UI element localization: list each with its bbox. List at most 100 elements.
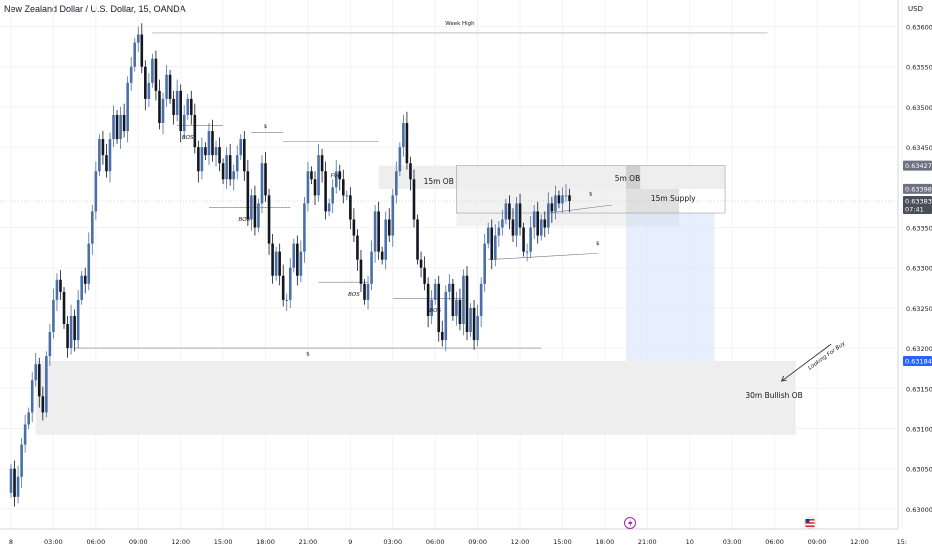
lightning-icon-glyph [628,519,633,528]
candle-body [370,251,373,284]
candle-body [9,468,13,493]
candle [186,94,190,120]
candle-body [133,42,137,67]
candle-body [37,364,41,397]
candle [140,23,144,74]
candle-body [455,299,458,316]
candle [391,188,395,247]
zone-5m-ob [626,165,641,189]
candle-body [144,66,147,99]
candle [437,275,441,342]
candle-body [359,259,363,284]
candle [324,161,327,220]
candle [543,211,547,238]
annotation-lines [0,32,898,382]
x-tick-label: 03:00 [723,538,742,546]
buy-arrow [781,343,832,382]
candle [204,142,207,160]
us-flag-stripe [805,519,815,521]
candle [405,111,409,170]
y-tick-label: 0.63000 [906,506,932,514]
y-tick-label: 0.63100 [906,426,932,434]
candle [122,103,126,138]
candle [363,278,366,305]
candle [108,132,112,183]
x-tick-label: 18:00 [256,538,275,546]
candle [87,232,91,291]
trend-line-upper [548,204,612,214]
candle [472,299,476,350]
x-tick-label: 21:00 [299,538,318,546]
candle [214,140,218,167]
candle [539,214,543,241]
candle [281,264,285,307]
candle [101,131,105,165]
candle-body [55,279,59,300]
looking-for-buy-label: Looking For Buy [807,340,847,371]
candle [175,79,179,122]
liquidity-label-2: $ [589,191,593,197]
candle-body [373,211,377,252]
candle [264,151,267,202]
candle-body [568,195,571,201]
candle-body [345,195,349,197]
x-tick-label: 12:00 [850,538,869,546]
candle [334,159,338,194]
candle [66,315,69,358]
candle-body [204,147,207,156]
candle [455,291,458,326]
candle [564,184,568,202]
liquidity-label-4: $ [306,351,310,357]
candle-body [564,195,568,197]
candle [430,290,433,324]
x-tick-label: 21:00 [638,538,657,546]
candle-body [243,139,246,172]
x-tick-label: 09:00 [468,538,487,546]
candle [501,209,504,236]
candle-body [41,396,45,413]
candle [493,224,497,267]
candle-body [59,279,62,292]
candle [200,137,204,180]
candle [221,158,225,185]
candle [235,145,239,180]
x-tick-label: 15:00 [553,538,572,546]
y-tick-label: 0.63200 [906,345,932,353]
candle [168,69,172,104]
candle [550,196,554,223]
candle-body [182,114,186,132]
candle [197,140,200,183]
candle-body [221,163,225,180]
candle-body [547,203,550,228]
candle-body [380,251,384,260]
x-tick-label: 12:00 [171,538,190,546]
candle [497,221,501,247]
candle [80,270,83,305]
candle [37,357,41,408]
candle-body [472,307,476,341]
candle [55,273,59,312]
candle [41,386,45,421]
candle-body [136,34,140,43]
candle [59,270,62,300]
candle [313,171,317,206]
candle [129,57,133,91]
candle [278,243,281,286]
y-tick-label: 0.63300 [906,265,932,273]
candle-body [299,251,303,276]
candle [243,131,246,181]
y-tick-label: 0.63050 [906,466,932,474]
candle [253,185,257,236]
ob-15m-label: 15m OB [424,177,454,186]
candle-body [334,171,338,188]
candle-body [352,219,356,236]
candle-body [23,424,27,445]
candle [179,84,182,143]
candle [303,196,306,263]
candle-body [437,283,441,333]
candle [161,92,165,135]
candle-body [257,203,260,228]
candle-body [218,147,221,164]
candle [395,161,398,204]
